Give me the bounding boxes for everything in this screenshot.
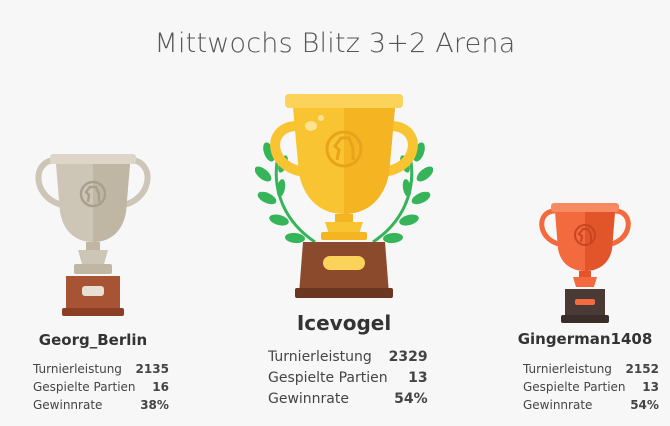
laurel-left <box>255 142 316 244</box>
gold-trophy-icon <box>255 94 433 298</box>
page-title: Mittwochs Blitz 3+2 Arena <box>154 28 516 59</box>
stat-row-winrate: Gewinnrate 54% <box>268 389 428 410</box>
stat-value: 38% <box>140 398 169 412</box>
stat-label: Gewinnrate <box>33 398 103 412</box>
stat-label: Gespielte Partien <box>33 380 136 394</box>
stat-row-games: Gespielte Partien 13 <box>523 378 659 396</box>
stat-value: 54% <box>394 391 428 407</box>
stat-label: Gewinnrate <box>268 391 349 407</box>
stat-row-winrate: Gewinnrate 54% <box>523 396 659 414</box>
stats-table-third: Turnierleistung 2152 Gespielte Partien 1… <box>523 360 659 414</box>
stat-label: Gespielte Partien <box>523 380 626 394</box>
stat-value: 54% <box>630 398 659 412</box>
stat-value: 13 <box>642 380 659 394</box>
stat-row-performance: Turnierleistung 2135 <box>33 360 169 378</box>
winner-name-first[interactable]: Icevogel <box>296 311 392 335</box>
stat-label: Gespielte Partien <box>268 370 388 386</box>
knight-emblem <box>325 130 363 168</box>
winner-name-second[interactable]: Georg_Berlin <box>38 331 148 349</box>
stat-value: 13 <box>408 370 428 386</box>
stat-value: 2152 <box>625 362 659 376</box>
stats-table-second: Turnierleistung 2135 Gespielte Partien 1… <box>33 360 169 414</box>
stat-value: 2329 <box>388 349 428 365</box>
silver-trophy-icon <box>35 154 151 316</box>
stats-table-first: Turnierleistung 2329 Gespielte Partien 1… <box>268 347 428 410</box>
stat-label: Turnierleistung <box>523 362 612 376</box>
stat-value: 2135 <box>135 362 169 376</box>
stat-label: Turnierleistung <box>268 349 372 365</box>
stat-row-games: Gespielte Partien 16 <box>33 378 169 396</box>
stat-label: Gewinnrate <box>523 398 593 412</box>
stat-row-games: Gespielte Partien 13 <box>268 368 428 389</box>
bronze-trophy-icon <box>539 203 631 323</box>
winner-name-third[interactable]: Gingerman1408 <box>517 330 653 348</box>
stat-value: 16 <box>152 380 169 394</box>
stat-row-winrate: Gewinnrate 38% <box>33 396 169 414</box>
stat-label: Turnierleistung <box>33 362 122 376</box>
stat-row-performance: Turnierleistung 2329 <box>268 347 428 368</box>
stat-row-performance: Turnierleistung 2152 <box>523 360 659 378</box>
